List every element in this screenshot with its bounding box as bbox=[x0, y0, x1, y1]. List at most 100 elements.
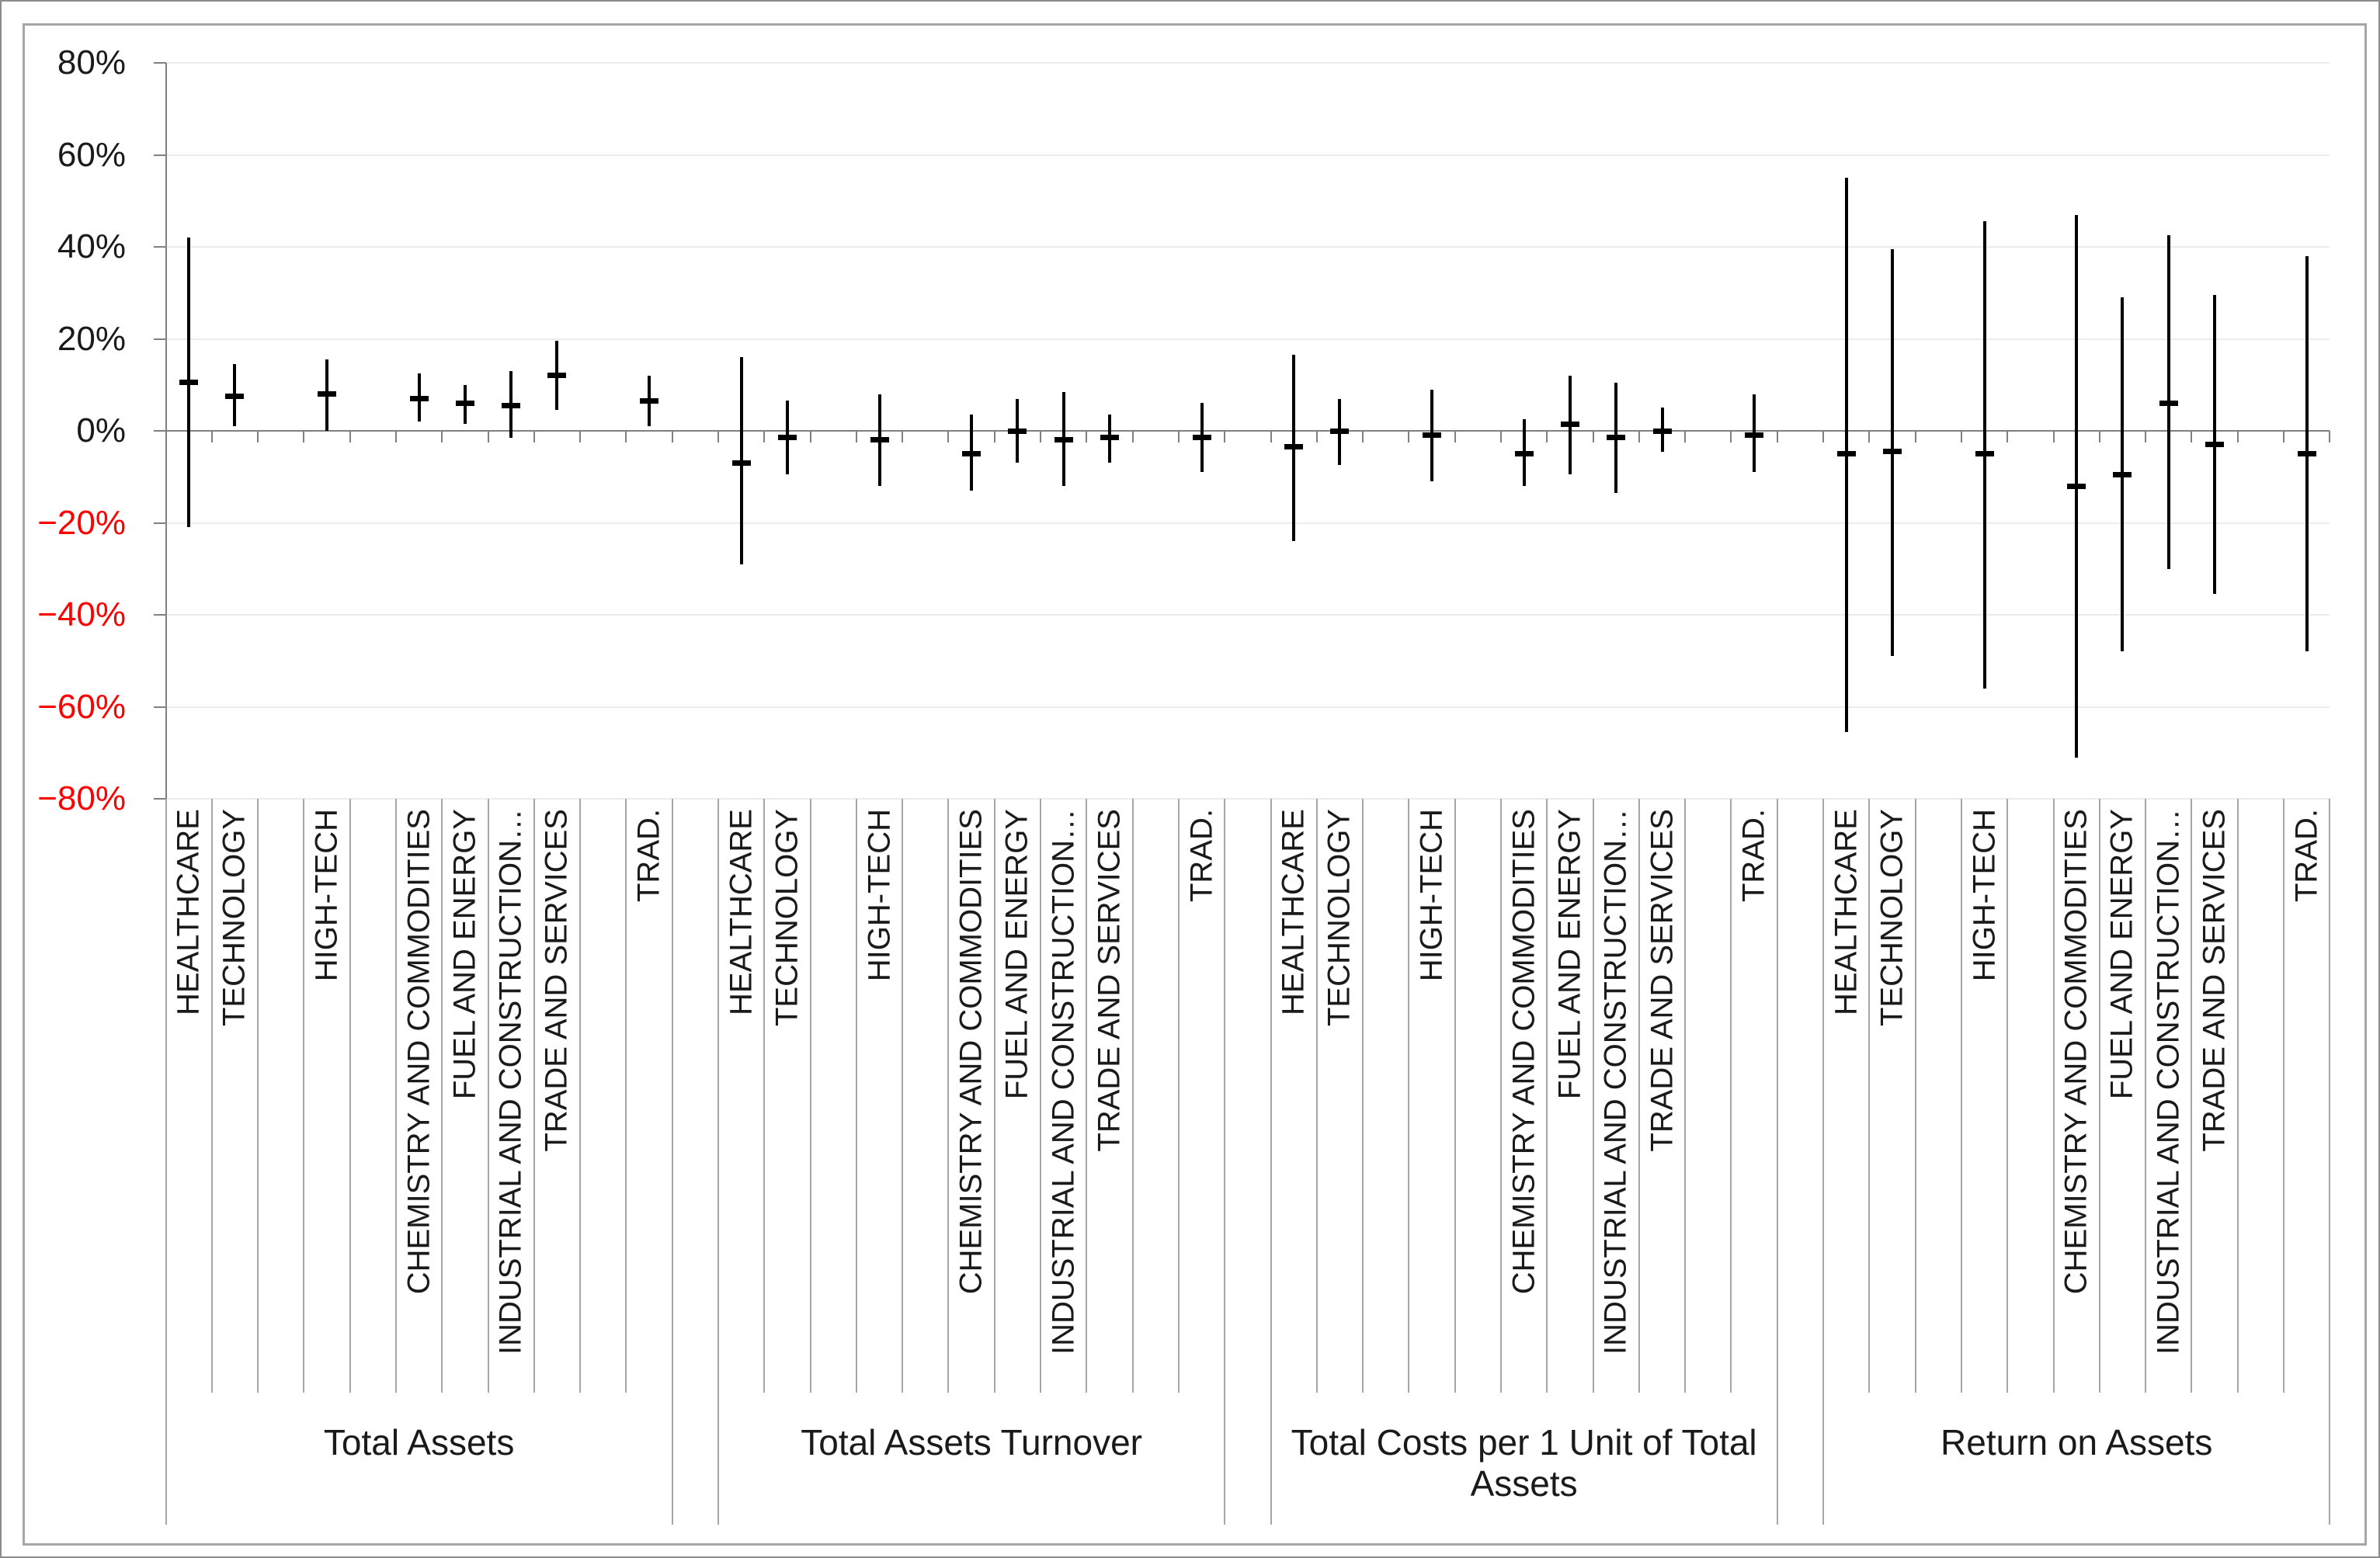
y-axis-tick-label: 60% bbox=[57, 135, 126, 174]
category-cell-line bbox=[993, 799, 995, 1393]
x-axis-tick bbox=[303, 431, 305, 442]
category-label: TRAD. bbox=[631, 809, 666, 902]
category-label: INDUSTRIAL AND CONSTRUCTION… bbox=[2151, 809, 2186, 1355]
category-cell-line bbox=[1454, 799, 1456, 1393]
group-label: Total Assets bbox=[323, 1422, 515, 1463]
mean-tick bbox=[1745, 432, 1764, 439]
category-cell-line bbox=[210, 799, 213, 1393]
category-cell-line bbox=[2191, 799, 2193, 1393]
mean-tick bbox=[318, 391, 337, 397]
mean-tick bbox=[2067, 483, 2086, 489]
x-axis-tick bbox=[1315, 431, 1318, 442]
category-label: TRADE AND SERVICES bbox=[2197, 809, 2232, 1152]
mean-tick bbox=[1607, 435, 1626, 441]
y-gridline bbox=[165, 62, 2330, 64]
category-cell-line bbox=[394, 799, 397, 1393]
y-axis-tick bbox=[154, 614, 166, 616]
group-separator-line bbox=[717, 799, 720, 1525]
mean-tick bbox=[1652, 428, 1672, 434]
category-cell-line bbox=[2145, 799, 2147, 1393]
mean-tick bbox=[225, 394, 245, 400]
mean-tick bbox=[1330, 428, 1350, 434]
mean-tick bbox=[1423, 432, 1442, 439]
category-cell-line bbox=[1177, 799, 1180, 1393]
y-axis-tick-label: −60% bbox=[37, 687, 126, 726]
mean-tick bbox=[455, 400, 474, 406]
x-axis-tick bbox=[1362, 431, 1364, 442]
y-gridline bbox=[165, 246, 2330, 248]
category-cell-line bbox=[2006, 799, 2009, 1393]
category-label: HIGH-TECH bbox=[862, 809, 897, 982]
category-label: FUEL AND ENERGY bbox=[2104, 809, 2139, 1100]
x-axis-tick bbox=[394, 431, 397, 442]
mean-tick bbox=[731, 460, 751, 466]
category-cell-line bbox=[2283, 799, 2285, 1393]
x-axis-tick bbox=[2098, 431, 2100, 442]
category-cell-line bbox=[349, 799, 351, 1393]
category-label: INDUSTRIAL AND CONSTRUCTION… bbox=[493, 809, 528, 1355]
category-cell-line bbox=[579, 799, 582, 1393]
category-cell-line bbox=[2236, 799, 2239, 1393]
mean-tick bbox=[1008, 428, 1027, 434]
category-label: HIGH-TECH bbox=[1414, 809, 1449, 982]
x-axis-tick bbox=[487, 431, 489, 442]
category-label: FUEL AND ENERGY bbox=[999, 809, 1034, 1100]
category-cell-line bbox=[902, 799, 904, 1393]
group-label: Total Assets Turnover bbox=[801, 1422, 1142, 1463]
category-cell-line bbox=[303, 799, 305, 1393]
group-separator-line bbox=[1822, 799, 1825, 1525]
x-axis-tick bbox=[671, 431, 673, 442]
category-label: FUEL AND ENERGY bbox=[447, 809, 482, 1100]
mean-tick bbox=[2159, 400, 2178, 406]
category-label: FUEL AND ENERGY bbox=[1552, 809, 1587, 1100]
mean-tick bbox=[2113, 471, 2132, 477]
x-axis-tick bbox=[1868, 431, 1871, 442]
x-axis-tick bbox=[441, 431, 443, 442]
x-axis-tick bbox=[763, 431, 766, 442]
category-cell-line bbox=[533, 799, 535, 1393]
category-label: TECHNOLOGY bbox=[770, 809, 804, 1027]
category-label: TRAD. bbox=[1736, 809, 1771, 902]
y-axis-tick bbox=[154, 62, 166, 64]
y-axis-tick bbox=[154, 430, 166, 432]
mean-tick bbox=[1054, 437, 1073, 443]
x-axis-tick bbox=[1776, 431, 1778, 442]
category-label: CHEMISTRY AND COMMODITIES bbox=[1506, 809, 1541, 1295]
y-axis-tick-label: −80% bbox=[37, 779, 126, 817]
category-label: HEALTHCARE bbox=[171, 809, 206, 1015]
y-gridline bbox=[165, 154, 2330, 156]
mean-tick bbox=[1514, 451, 1534, 457]
category-cell-line bbox=[763, 799, 766, 1393]
category-cell-line bbox=[1086, 799, 1088, 1393]
category-cell-line bbox=[1960, 799, 1962, 1393]
x-axis-tick bbox=[625, 431, 627, 442]
category-label: HIGH-TECH bbox=[309, 809, 344, 982]
y-gridline bbox=[165, 798, 2330, 800]
x-axis-tick bbox=[855, 431, 857, 442]
chart-frame bbox=[23, 23, 2367, 1546]
y-axis-tick bbox=[154, 706, 166, 708]
category-label: INDUSTRIAL AND CONSTRUCTION… bbox=[1598, 809, 1633, 1355]
mean-tick bbox=[547, 373, 567, 379]
mean-tick bbox=[409, 396, 429, 402]
y-axis-tick-label: 80% bbox=[57, 43, 126, 82]
x-axis-tick bbox=[1454, 431, 1456, 442]
y-gridline bbox=[165, 706, 2330, 708]
x-axis-tick bbox=[1914, 431, 1916, 442]
x-axis-tick bbox=[2145, 431, 2147, 442]
group-label: Return on Assets bbox=[1940, 1422, 2213, 1463]
x-axis-tick bbox=[2191, 431, 2193, 442]
mean-tick bbox=[2297, 451, 2316, 457]
x-axis-tick bbox=[993, 431, 995, 442]
category-cell-line bbox=[1638, 799, 1640, 1393]
category-cell-line bbox=[1315, 799, 1318, 1393]
group-separator-line bbox=[165, 799, 167, 1525]
group-separator-line bbox=[2329, 799, 2331, 1525]
mean-tick bbox=[2205, 442, 2225, 448]
category-label: CHEMISTRY AND COMMODITIES bbox=[401, 809, 436, 1295]
y-axis-tick bbox=[154, 246, 166, 248]
category-cell-line bbox=[1408, 799, 1410, 1393]
mean-tick bbox=[179, 380, 199, 386]
mean-tick bbox=[502, 402, 521, 408]
